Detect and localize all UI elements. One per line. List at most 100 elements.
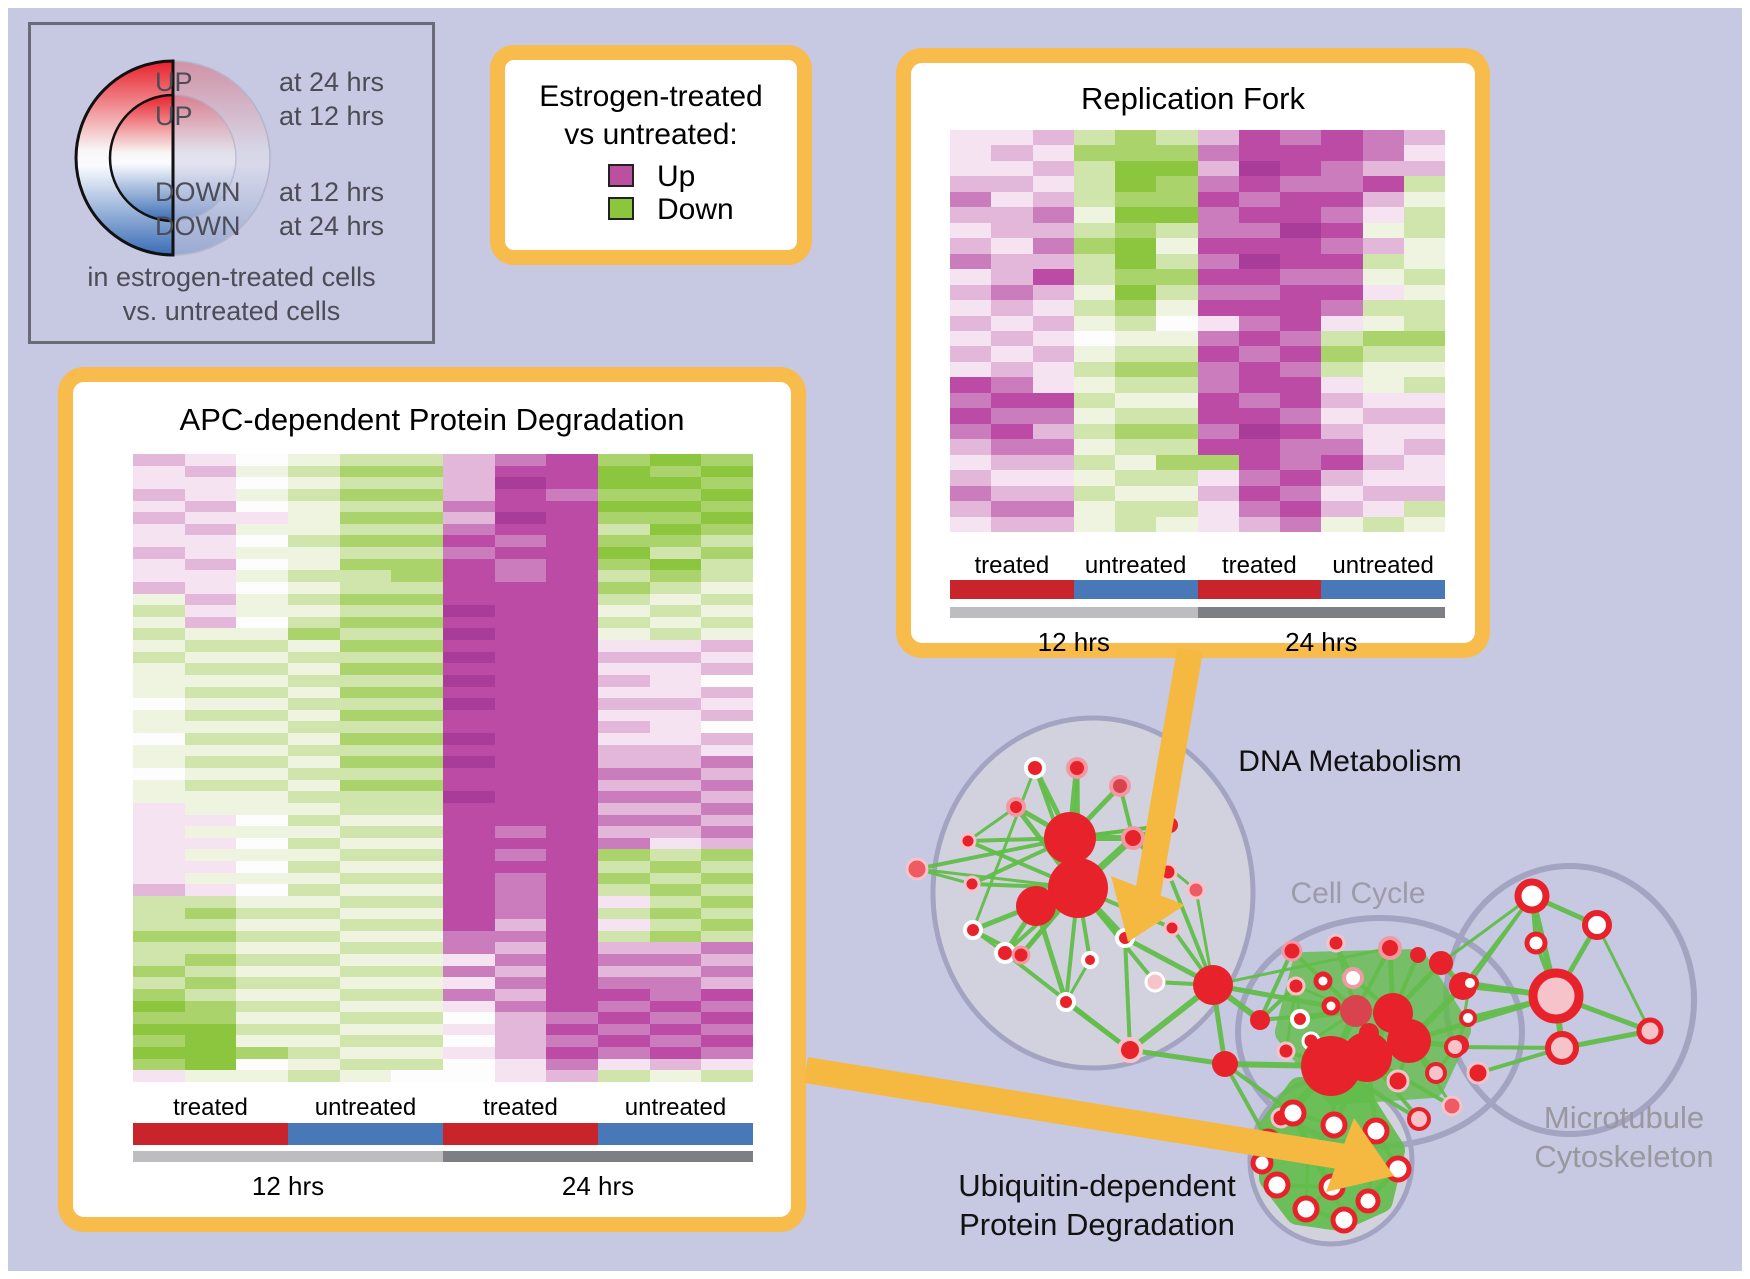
heatmap-cell (1073, 361, 1115, 378)
heatmap-cell (598, 547, 650, 559)
heatmap-cell (391, 744, 443, 757)
heatmap-cell (391, 651, 443, 664)
network-node (1286, 976, 1306, 996)
heatmap-cell (494, 477, 547, 489)
heatmap-cell (443, 1058, 495, 1071)
heatmap-cell (184, 1058, 237, 1071)
heatmap-cell (339, 1058, 392, 1071)
heatmap-cell (1115, 145, 1157, 161)
heatmap-cell (391, 779, 443, 792)
heatmap-cell (1032, 392, 1074, 409)
heatmap-cell (546, 802, 598, 815)
heatmap-cell (1115, 470, 1157, 486)
heatmap-cell (1238, 315, 1280, 331)
heatmap-cell (1280, 423, 1322, 440)
heatmap-cell (184, 616, 237, 629)
heatmap-cell (133, 709, 185, 722)
heatmap-cell (1197, 269, 1239, 285)
heatmap-cell (339, 733, 392, 745)
heatmap-cell (598, 674, 650, 687)
heatmap-cell (288, 640, 340, 652)
heatmap-cell (391, 733, 443, 745)
heatmap-cell (391, 605, 443, 617)
heatmap-cell (1403, 423, 1445, 440)
heatmap-cell (184, 791, 237, 803)
heatmap-cell (236, 570, 288, 582)
network-node (1006, 797, 1026, 817)
heatmap-cell (649, 547, 702, 559)
heatmap-cell (950, 222, 992, 239)
legend-down-24-dir: DOWN (155, 211, 241, 241)
heatmap-cell (1362, 439, 1404, 455)
heatmap-cell (1197, 439, 1239, 455)
heatmap-cell (1280, 145, 1322, 161)
heatmap-cell (494, 651, 547, 664)
heatmap-cell (1032, 284, 1074, 301)
heatmap-cell (339, 547, 392, 559)
heatmap-cell (1362, 284, 1404, 301)
heatmap-cell (991, 222, 1033, 239)
heatmap-cell (546, 1070, 598, 1082)
heatmap-cell (184, 779, 237, 792)
heatmap-cell (598, 791, 650, 803)
heatmap-cell (598, 930, 650, 943)
heatmap-cell (236, 744, 288, 757)
heatmap-cell (701, 512, 753, 524)
heatmap-cell (236, 779, 288, 792)
heatmap-cell (236, 977, 288, 989)
heatmap-cell (1115, 485, 1157, 502)
heatmap-cell (1032, 346, 1074, 362)
heatmap-cell (494, 663, 547, 675)
network-node (1313, 971, 1333, 991)
time-label: 24 hrs (1285, 627, 1358, 657)
heatmap-cell (339, 826, 392, 838)
heatmap-cell (598, 605, 650, 617)
heatmap-cell (701, 826, 753, 838)
heatmap-cell (701, 605, 753, 617)
heatmap-cell (1156, 361, 1198, 378)
network-node (1016, 886, 1056, 926)
heatmap-cell (991, 130, 1033, 146)
heatmap-cell (339, 651, 392, 664)
key-title-line2: vs untreated: (564, 118, 738, 151)
heatmap-cell (1073, 222, 1115, 239)
heatmap-cell (598, 616, 650, 629)
heatmap-cell (443, 872, 495, 885)
heatmap-cell (391, 1023, 443, 1036)
heatmap-cell (236, 1000, 288, 1013)
heatmap-cell (494, 954, 547, 966)
network-node (1407, 1107, 1431, 1131)
heatmap-cell (133, 884, 185, 896)
condition-label: untreated (624, 1094, 727, 1121)
network-edge (971, 766, 1037, 932)
heatmap-cell (494, 977, 547, 989)
heatmap-cell (1403, 377, 1445, 393)
heatmap-cell (391, 977, 443, 989)
heatmap-cell (1238, 501, 1280, 517)
heatmap-cell (701, 500, 753, 513)
heatmap-cell (649, 826, 702, 838)
heatmap-cell (1321, 361, 1363, 378)
heatmap-cell (133, 488, 185, 501)
heatmap-cell (288, 884, 340, 896)
heatmap-cell (1321, 160, 1363, 177)
heatmap-cell (1032, 191, 1074, 208)
heatmap-cell (133, 1035, 185, 1048)
network-label-cell-cycle: Cell Cycle (1290, 877, 1426, 910)
heatmap-cell (1362, 176, 1404, 192)
heatmap-cell (391, 686, 443, 699)
heatmap-cell (1362, 377, 1404, 393)
heatmap-cell (236, 721, 288, 734)
heatmap-cell (133, 895, 185, 908)
heatmap-cell (236, 558, 288, 571)
condition-bar (443, 1123, 598, 1145)
network-edge (1223, 1062, 1295, 1115)
heatmap-cell (443, 791, 495, 803)
heatmap-cell (1280, 361, 1322, 378)
heatmap-cell (288, 988, 340, 1001)
heatmap-cell (288, 605, 340, 617)
heatmap-cell (288, 616, 340, 629)
heatmap-cell (701, 465, 753, 478)
heatmap-cell (236, 895, 288, 908)
heatmap-cell (991, 315, 1033, 331)
